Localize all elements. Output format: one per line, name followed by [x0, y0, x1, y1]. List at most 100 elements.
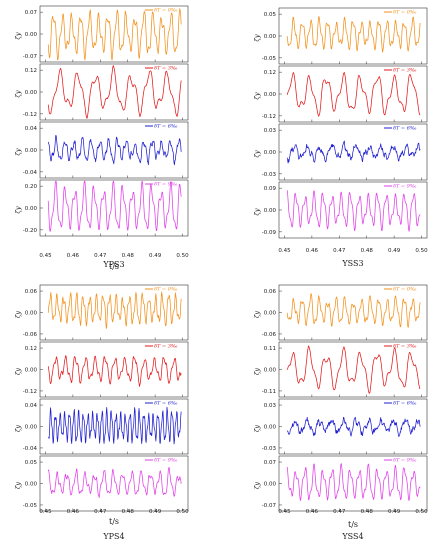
- panel-4: 0.20 0.00 -0.20 ζy δT = 9‰: [14, 179, 189, 237]
- y-axis-label: ζy: [253, 150, 261, 158]
- legend-label: δT = 6‰: [393, 401, 417, 407]
- x-tick-label: 0.47: [94, 253, 107, 259]
- series-line: [47, 355, 182, 387]
- series-line: [286, 345, 421, 394]
- x-tick-label: 0.50: [176, 253, 189, 259]
- y-tick-label: -0.11: [262, 389, 276, 395]
- y-axis-label: ζy: [253, 208, 261, 216]
- x-tick-label: 0.45: [39, 509, 52, 515]
- y-tick-label: 0.00: [264, 311, 277, 317]
- panel-frame: [278, 7, 428, 65]
- legend-label: δT = 0‰: [393, 287, 417, 293]
- legend-label: δT = 3‰: [154, 344, 178, 350]
- y-tick-label: 0.06: [25, 289, 38, 295]
- y-tick-label: 0.00: [25, 32, 38, 38]
- series-line: [286, 190, 421, 232]
- y-tick-label: 0.00: [264, 208, 277, 214]
- y-tick-label: -0.12: [23, 389, 37, 395]
- y-tick-label: 0.03: [264, 403, 277, 409]
- panel-1: 0.06 0.00 -0.06 ζy δT = 0‰: [253, 284, 428, 341]
- y-axis-label: ζy: [14, 368, 22, 376]
- legend-label: δT = 9‰: [154, 458, 178, 464]
- panel-4: 0.07 0.00 -0.07 ζy δT = 9‰: [253, 455, 428, 512]
- x-tick-label: 0.48: [361, 509, 374, 515]
- series-line: [47, 65, 182, 119]
- y-tick-label: -0.09: [262, 230, 277, 236]
- y-tick-label: 0.20: [25, 184, 38, 190]
- x-tick-label: 0.47: [333, 248, 346, 254]
- y-tick-label: 0.06: [264, 289, 277, 295]
- x-tick-label: 0.46: [306, 248, 319, 254]
- panel-3: 0.04 0.00 -0.04 ζy δT = 6‰: [14, 121, 189, 179]
- y-tick-label: 0.00: [264, 482, 277, 488]
- chart-yss4: 0.06 0.00 -0.06 ζy δT = 0‰ 0.11 0.00 -0.11 ζy δT …: [253, 284, 428, 541]
- x-tick-label: 0.45: [278, 248, 291, 254]
- x-tick-label: 0.50: [176, 509, 189, 515]
- legend-label: δT = 3‰: [393, 344, 417, 350]
- y-tick-label: 0.12: [25, 346, 37, 352]
- panel-1: 0.05 0.00 -0.05 ζy δT = 0‰: [253, 7, 428, 65]
- y-tick-label: 0.12: [264, 70, 276, 76]
- chart-yps4: 0.06 0.00 -0.06 ζy δT = 0‰ 0.12 0.00 -0.12 ζy δT …: [14, 284, 189, 541]
- series-line: [47, 406, 182, 445]
- y-tick-label: 0.04: [25, 126, 38, 132]
- chart-caption: YPS3: [102, 260, 124, 269]
- x-tick-label: 0.49: [388, 248, 401, 254]
- panel-4: 0.05 0.00 -0.05 ζy δT = 9‰: [14, 455, 189, 512]
- y-axis-label: ζy: [14, 482, 22, 490]
- chart-yss3: 0.05 0.00 -0.05 ζy δT = 0‰ 0.12 0.00 -0.12 ζy δT …: [253, 7, 428, 268]
- panel-frame: [39, 121, 189, 179]
- panel-1: 0.07 0.00 -0.07 ζy δT = 0‰: [14, 5, 189, 63]
- y-tick-label: -0.20: [23, 228, 38, 234]
- y-tick-label: -0.06: [262, 332, 277, 338]
- x-tick-label: 0.46: [67, 509, 80, 515]
- series-line: [286, 416, 421, 437]
- y-axis-label: ζy: [253, 425, 261, 433]
- panel-frame: [278, 341, 428, 398]
- y-tick-label: 0.00: [25, 368, 38, 374]
- y-tick-label: 0.07: [25, 10, 38, 16]
- panel-3: 0.03 0.00 -0.03 ζy δT = 6‰: [253, 398, 428, 455]
- y-axis-label: ζy: [14, 311, 22, 319]
- series-line: [47, 180, 182, 232]
- y-tick-label: 0.03: [264, 128, 277, 134]
- x-tick-label: 0.50: [415, 509, 428, 515]
- panel-2: 0.12 0.00 -0.12 ζy δT = 3‰: [253, 65, 428, 123]
- y-axis-label: ζy: [14, 90, 22, 98]
- panel-3: 0.04 0.00 -0.04 ζy δT = 6‰: [14, 398, 189, 455]
- x-axis-label: t/s: [348, 520, 358, 529]
- y-axis-label: ζy: [253, 368, 261, 376]
- series-line: [286, 72, 421, 117]
- y-tick-label: 0.00: [264, 150, 277, 156]
- y-tick-label: 0.05: [25, 460, 38, 466]
- y-tick-label: 0.00: [264, 92, 277, 98]
- y-tick-label: -0.12: [23, 112, 37, 118]
- x-tick-label: 0.48: [122, 253, 135, 259]
- panel-frame: [39, 341, 189, 398]
- series-line: [47, 135, 182, 166]
- y-tick-label: 0.00: [264, 368, 277, 374]
- y-tick-label: -0.05: [262, 56, 277, 62]
- x-tick-label: 0.50: [415, 248, 428, 254]
- y-tick-label: 0.07: [264, 460, 277, 466]
- series-line: [47, 467, 182, 498]
- chart-yps3: 0.07 0.00 -0.07 ζy δT = 0‰ 0.12 0.00 -0.12 ζy δT …: [14, 5, 189, 271]
- x-tick-label: 0.47: [94, 509, 107, 515]
- x-axis-label: t/s: [109, 262, 119, 271]
- legend-label: δT = 6‰: [154, 401, 178, 407]
- series-line: [286, 463, 421, 501]
- x-tick-label: 0.45: [278, 509, 291, 515]
- legend-label: δT = 0‰: [154, 287, 178, 293]
- y-axis-label: ζy: [14, 206, 22, 214]
- panel-1: 0.06 0.00 -0.06 ζy δT = 0‰: [14, 284, 189, 341]
- panel-frame: [39, 455, 189, 512]
- y-tick-label: 0.00: [25, 425, 38, 431]
- series-line: [286, 140, 421, 164]
- y-axis-label: ζy: [14, 32, 22, 40]
- panel-frame: [278, 65, 428, 123]
- y-tick-label: 0.00: [264, 34, 277, 40]
- panel-frame: [39, 398, 189, 455]
- y-tick-label: -0.05: [23, 503, 38, 509]
- y-tick-label: -0.03: [262, 172, 277, 178]
